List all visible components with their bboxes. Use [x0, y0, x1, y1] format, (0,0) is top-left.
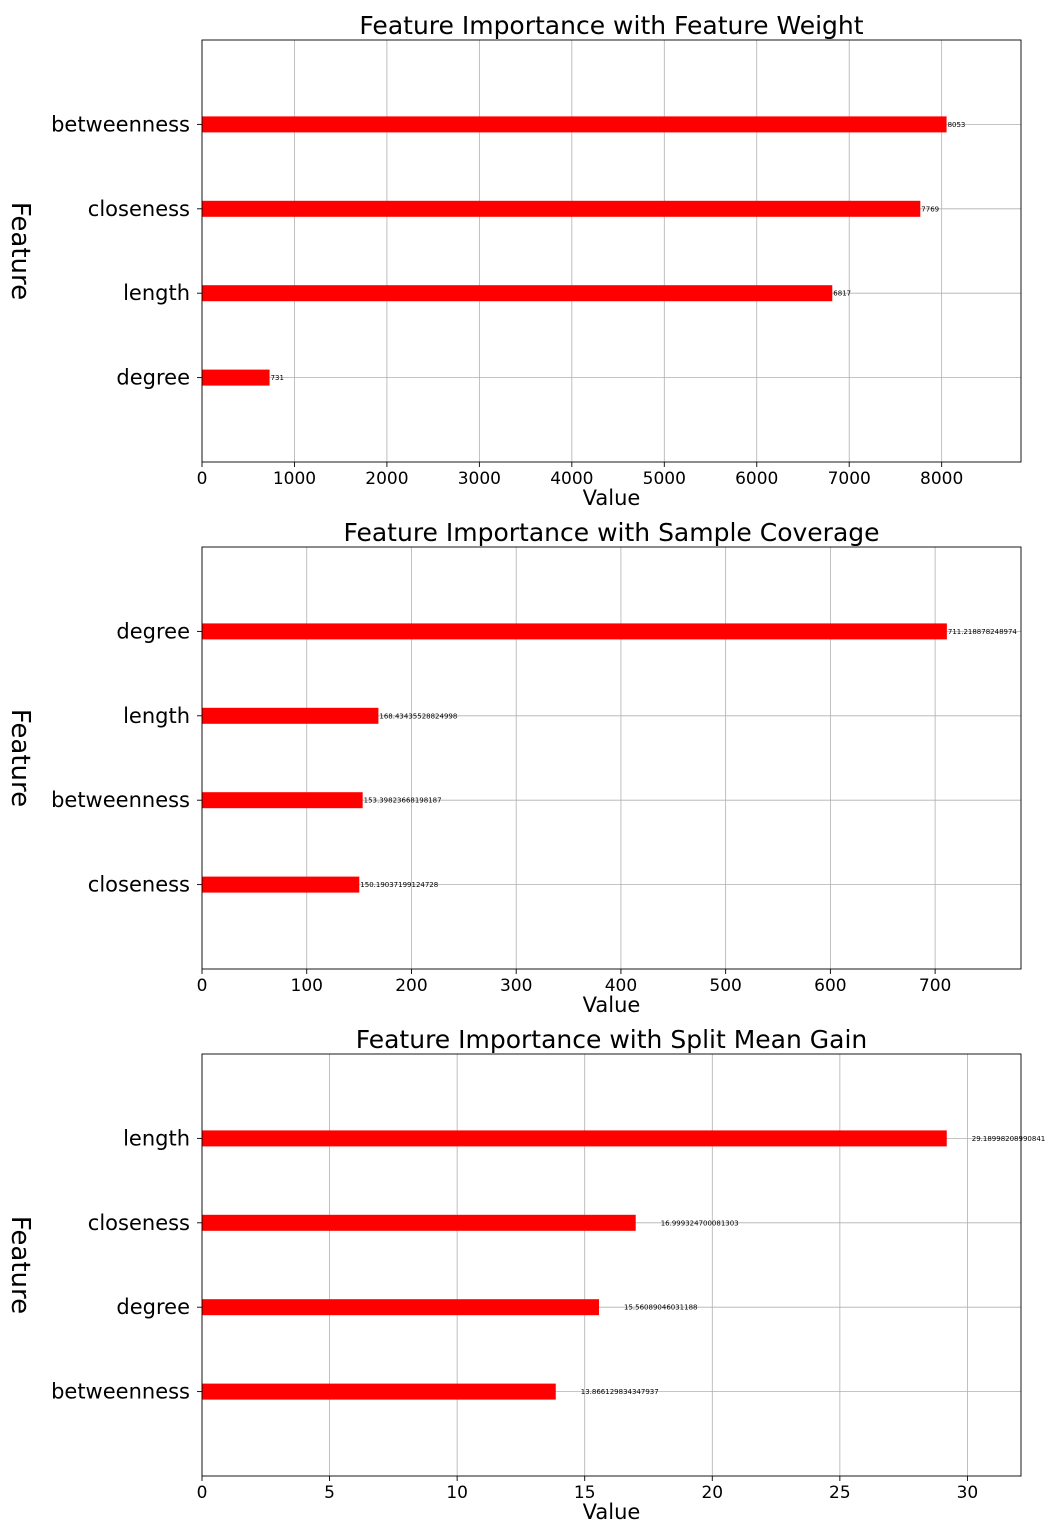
x-tick-label: 7000 — [828, 469, 871, 489]
category-label: degree — [116, 619, 190, 643]
bar — [202, 792, 363, 809]
x-axis-label: Value — [583, 1500, 641, 1524]
category-label: betweenness — [51, 112, 190, 136]
x-tick-label: 0 — [197, 1483, 208, 1503]
category-label: length — [123, 1126, 190, 1150]
x-tick-label: 0 — [197, 976, 208, 996]
data-label: 6817 — [833, 290, 851, 298]
x-tick-label: 2000 — [365, 469, 408, 489]
data-label: 150.19037199124728 — [360, 881, 438, 889]
bar — [202, 1214, 636, 1231]
x-tick-label: 5000 — [643, 469, 686, 489]
x-tick-label: 600 — [814, 976, 846, 996]
bar — [202, 200, 921, 217]
x-tick-label: 0 — [197, 469, 208, 489]
chart-title: Feature Importance with Split Mean Gain — [356, 1025, 868, 1054]
bar — [202, 623, 947, 640]
data-label: 731 — [271, 374, 284, 382]
data-label: 153.39823668198187 — [364, 797, 442, 805]
x-tick-label: 300 — [500, 976, 532, 996]
data-label: 168.43435528824998 — [379, 712, 457, 720]
x-tick-label: 1000 — [273, 469, 316, 489]
x-tick-label: 8000 — [920, 469, 963, 489]
x-tick-label: 10 — [446, 1483, 468, 1503]
x-tick-label: 400 — [605, 976, 637, 996]
x-axis-label: Value — [583, 486, 641, 510]
x-axis-label: Value — [583, 993, 641, 1017]
x-tick-label: 25 — [829, 1483, 851, 1503]
category-label: betweenness — [51, 1380, 190, 1404]
data-label: 13.866129834347937 — [581, 1388, 659, 1396]
data-label: 16.999324700081303 — [661, 1219, 739, 1227]
x-tick-label: 6000 — [735, 469, 778, 489]
category-label: length — [123, 704, 190, 728]
bar — [202, 1130, 947, 1147]
data-label: 711.218878248974 — [948, 628, 1018, 636]
category-label: degree — [116, 366, 190, 390]
x-tick-label: 30 — [957, 1483, 979, 1503]
x-tick-label: 15 — [574, 1483, 596, 1503]
x-tick-label: 20 — [701, 1483, 723, 1503]
category-label: betweenness — [51, 788, 190, 812]
bar — [202, 285, 833, 302]
x-tick-label: 100 — [291, 976, 323, 996]
category-label: closeness — [88, 197, 190, 221]
bar — [202, 1299, 600, 1316]
bar — [202, 707, 379, 724]
plot-frame — [201, 546, 1022, 970]
x-tick-label: 700 — [919, 976, 951, 996]
data-label: 7769 — [921, 205, 939, 213]
category-label: closeness — [88, 873, 190, 897]
plot-frame — [201, 39, 1022, 463]
x-tick-label: 5 — [324, 1483, 335, 1503]
category-label: closeness — [88, 1211, 190, 1235]
data-label: 15.56089046031188 — [624, 1304, 697, 1312]
chart-title: Feature Importance with Sample Coverage — [343, 518, 879, 547]
x-tick-label: 200 — [395, 976, 427, 996]
plot-frame — [201, 1053, 1022, 1477]
y-axis-label: Feature — [5, 709, 35, 807]
bar — [202, 876, 360, 893]
bar — [202, 1383, 556, 1400]
x-tick-label: 3000 — [458, 469, 501, 489]
data-label: 8053 — [948, 121, 966, 129]
y-axis-label: Feature — [5, 1216, 35, 1314]
bar — [202, 116, 947, 133]
x-tick-label: 4000 — [550, 469, 593, 489]
category-label: degree — [116, 1295, 190, 1319]
data-label: 29.18998208990841 — [972, 1135, 1045, 1143]
chart-title: Feature Importance with Feature Weight — [359, 11, 863, 40]
y-axis-label: Feature — [5, 202, 35, 300]
x-tick-label: 500 — [709, 976, 741, 996]
bar — [202, 369, 270, 386]
category-label: length — [123, 281, 190, 305]
